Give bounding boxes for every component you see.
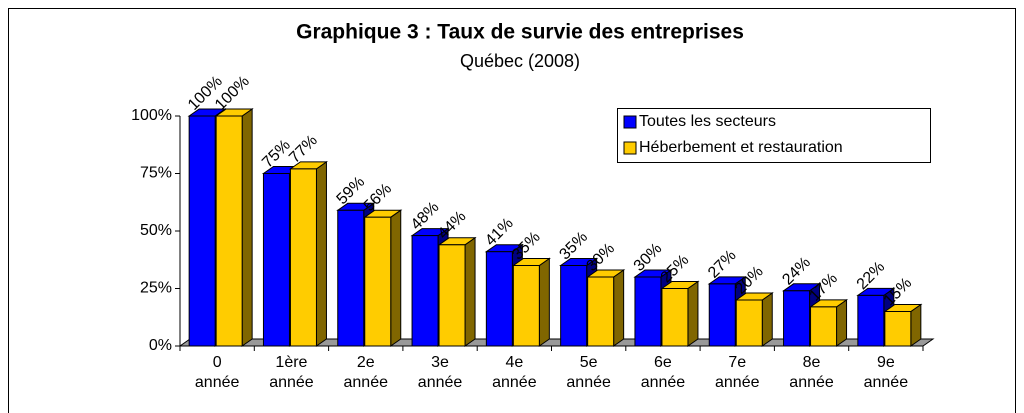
legend-label: Héberbement et restauration (639, 139, 843, 156)
bar (660, 280, 700, 347)
bar-face (315, 160, 327, 347)
bar (511, 257, 551, 347)
bar-face (735, 299, 763, 347)
x-tick-label: 1ère année (269, 354, 314, 391)
bar-face (390, 209, 402, 347)
bar-face (289, 168, 317, 347)
y-tick-label: 100% (131, 107, 172, 124)
x-tick-label: 6e année (640, 354, 686, 391)
x-tick-label: 5e année (566, 354, 611, 391)
legend-box (617, 108, 931, 163)
bar (808, 298, 849, 347)
bar (734, 292, 774, 347)
x-tick-label: 3e année (417, 354, 463, 391)
x-tick-label: 7e année (715, 354, 760, 391)
x-tick-label: 0 année (194, 354, 240, 391)
bar (437, 236, 477, 347)
bar-face (836, 298, 848, 347)
bar-face (538, 257, 550, 347)
bar-face (613, 269, 625, 347)
bar-face (857, 294, 885, 347)
chart-title: Graphique 3 : Taux de survie des entrepr… (296, 21, 744, 44)
bar-face (810, 306, 838, 347)
bar (363, 209, 403, 347)
bar-face (761, 292, 773, 347)
x-tick-label: 9e année (863, 354, 909, 391)
legend-swatch (623, 141, 637, 155)
bar-face (661, 288, 689, 347)
bar-face (485, 251, 513, 347)
bar-face (634, 276, 662, 347)
bar-face (464, 236, 476, 347)
bar-face (560, 265, 588, 347)
x-tick-label: 8e année (789, 354, 834, 391)
bar-face (438, 244, 466, 347)
legend-swatch (623, 115, 637, 129)
bar-face (337, 209, 365, 347)
bar (633, 269, 673, 347)
bar (586, 269, 626, 347)
bar (883, 303, 923, 347)
bar-face (411, 235, 439, 347)
bar-face (364, 216, 392, 347)
y-tick-label: 50% (140, 222, 172, 239)
y-tick-label: 75% (140, 165, 172, 182)
legend-label: Toutes les secteurs (639, 113, 776, 130)
bar-face (687, 280, 699, 347)
bar (288, 160, 329, 347)
bar-face (215, 115, 243, 347)
x-tick-label: 2e année (343, 354, 389, 391)
chart-subtitle: Québec (2008) (460, 51, 580, 71)
bar (214, 108, 254, 347)
bar-face (884, 311, 912, 347)
y-tick-label: 0% (149, 337, 172, 354)
bar-face (241, 108, 253, 347)
bar-face (188, 115, 216, 347)
bar-face (262, 173, 290, 347)
bar-face (587, 276, 615, 347)
bar-face (512, 265, 540, 347)
y-tick-label: 25% (140, 280, 172, 297)
bar-face (708, 283, 736, 347)
x-tick-label: 4e année (492, 354, 537, 391)
bar-face (783, 290, 811, 347)
